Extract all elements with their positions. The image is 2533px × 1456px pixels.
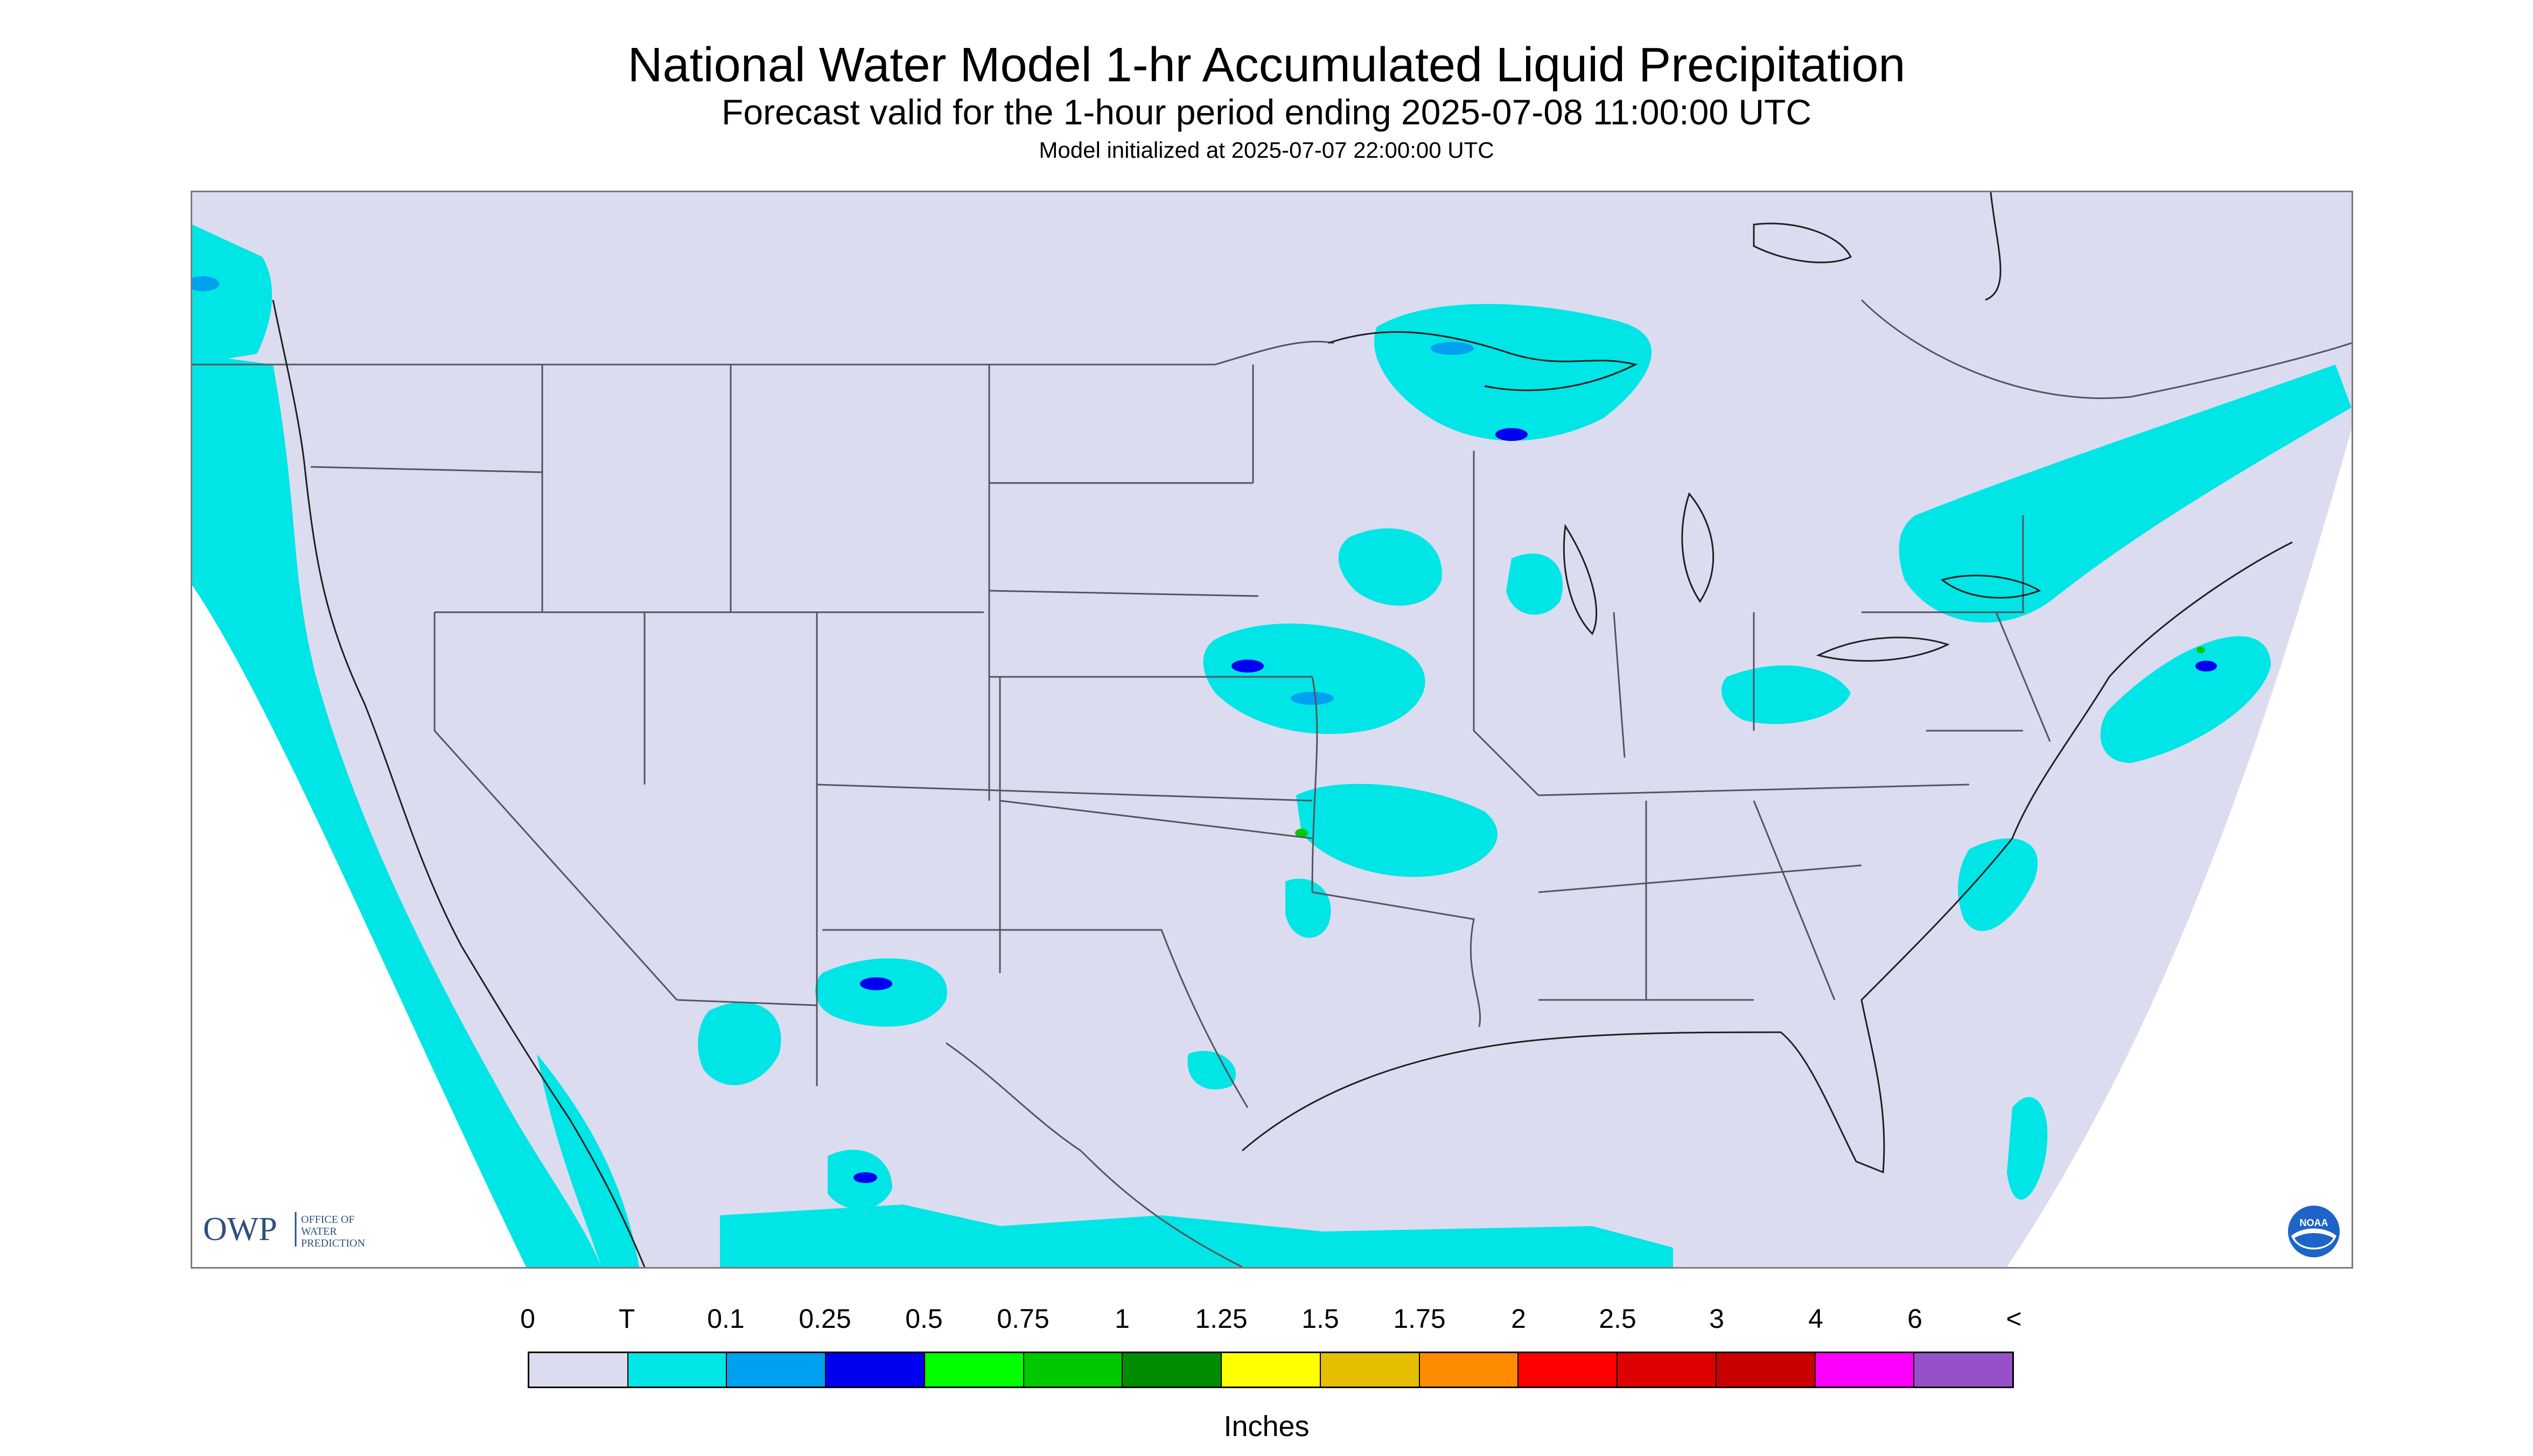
owp-text-line-1: OFFICE OF [301, 1214, 354, 1226]
precip-upper-midwest [1374, 304, 1652, 441]
legend-swatch [1519, 1353, 1618, 1387]
precip-gulf-cluster [1187, 1051, 1236, 1090]
precip-southern-band [720, 1205, 1673, 1267]
legend-label: 4 [1808, 1304, 1823, 1334]
legend-swatch [529, 1353, 628, 1387]
legend-swatch [1123, 1353, 1222, 1387]
precip-heavy-cores [192, 276, 2217, 1183]
legend-swatch [1222, 1353, 1321, 1387]
legend-label: 0.75 [997, 1304, 1049, 1334]
precip-pacific-nw [192, 225, 272, 365]
owp-text-line-2: WATER [301, 1226, 337, 1237]
legend-label: 6 [1907, 1304, 1922, 1334]
legend-swatch [1419, 1353, 1519, 1387]
legend-swatch [1815, 1353, 1915, 1387]
precipitation-map[interactable]: OWP OFFICE OF WATER PREDICTION NOAA [191, 191, 2353, 1269]
owp-logo: OWP OFFICE OF WATER PREDICTION [203, 1211, 365, 1249]
legend-label: 1.5 [1302, 1304, 1339, 1334]
precip-atlantic-far-south [2007, 1097, 2048, 1200]
model-init-line: Model initialized at 2025-07-07 22:00:00… [1039, 137, 1494, 163]
legend-label: 0.25 [799, 1304, 851, 1334]
precip-missouri [1296, 783, 1498, 877]
legend-swatch [727, 1353, 827, 1387]
legend-swatch [1914, 1353, 2013, 1387]
precip-arizona [698, 1002, 781, 1086]
political-borders [192, 299, 2352, 1267]
precip-wisconsin [1338, 528, 1442, 606]
legend-label: 3 [1709, 1304, 1724, 1334]
legend-units: Inches [1223, 1410, 1310, 1443]
precip-atlantic-south [1958, 838, 2038, 932]
legend-label: 1.25 [1195, 1304, 1248, 1334]
precip-west-ocean [192, 354, 601, 1267]
legend-swatch [826, 1353, 925, 1387]
precip-great-lakes [1506, 554, 1563, 615]
coastlines [272, 192, 2293, 1267]
noaa-mark: NOAA [2300, 1217, 2328, 1228]
legend-labels: 0 T 0.1 0.25 0.5 0.75 1 1.25 1.5 1.75 2 2.5 3 4 6 < [0, 1303, 2533, 1341]
legend-swatch [1024, 1353, 1123, 1387]
precip-atlantic-offshore [2100, 636, 2271, 763]
legend-swatch [925, 1353, 1024, 1387]
legend-swatch [1716, 1353, 1816, 1387]
forecast-valid-subtitle: Forecast valid for the 1-hour period end… [722, 92, 1811, 132]
precip-northeast [1899, 365, 2352, 623]
legend-label: 2 [1511, 1304, 1526, 1334]
precip-iowa-band [1203, 624, 1425, 734]
noaa-seal-icon: NOAA [2288, 1206, 2340, 1257]
owp-text-line-3: PREDICTION [301, 1237, 365, 1249]
legend-label: 0 [520, 1304, 535, 1334]
precip-new-mexico [815, 958, 947, 1027]
legend-label: 2.5 [1599, 1304, 1636, 1334]
legend-label: 0.1 [707, 1304, 745, 1334]
legend-swatch [1320, 1353, 1420, 1387]
legend-swatch [628, 1353, 727, 1387]
legend-color-bar [528, 1352, 2014, 1388]
legend-swatch [1618, 1353, 1717, 1387]
owp-mark: OWP [203, 1211, 277, 1248]
legend-label: 1 [1115, 1304, 1130, 1334]
legend-label: < [2006, 1304, 2022, 1334]
model-domain [192, 192, 2352, 1267]
legend-label: 1.75 [1393, 1304, 1446, 1334]
map-canvas [192, 192, 2352, 1267]
legend-label: T [618, 1304, 635, 1334]
legend-label: 0.5 [905, 1304, 943, 1334]
page-title: National Water Model 1-hr Accumulated Li… [627, 38, 1906, 92]
